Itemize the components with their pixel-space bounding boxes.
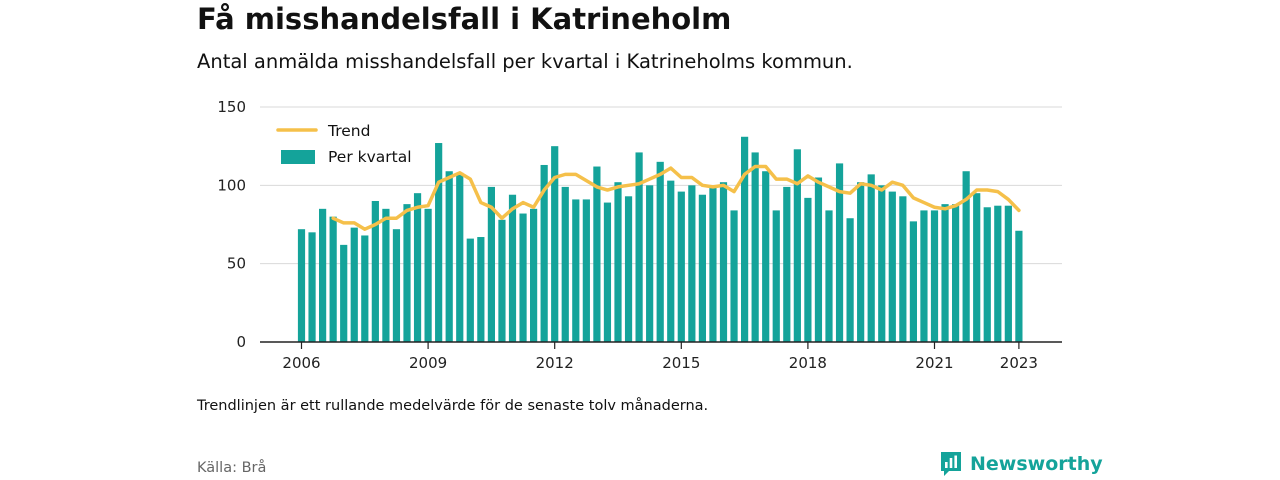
bar [867, 174, 875, 342]
y-tick-label: 50 [227, 255, 246, 273]
x-axis-ticks: 2006 2009 2012 2015 2018 2021 2023 [282, 342, 1038, 372]
bar [392, 229, 401, 342]
bar [983, 207, 991, 342]
chart-title: Få misshandelsfall i Katrineholm [197, 2, 732, 36]
brand-logo[interactable]: Newsworthy [939, 451, 1103, 477]
bar [624, 196, 633, 342]
bar [319, 208, 327, 342]
bar [445, 171, 453, 342]
source-credit: Källa: Brå [197, 460, 267, 476]
legend-bar-label: Per kvartal [328, 148, 412, 166]
y-tick-label: 100 [217, 176, 246, 194]
legend-trend-label: Trend [327, 122, 370, 140]
bar [762, 171, 770, 342]
bar [846, 218, 854, 342]
x-tick-label: 2023 [1000, 354, 1038, 372]
bar [888, 191, 896, 342]
bar [941, 204, 949, 342]
bar [835, 163, 844, 342]
bar [677, 191, 685, 342]
bar [688, 185, 696, 342]
bar [730, 210, 738, 342]
x-tick-label: 2015 [662, 354, 700, 372]
bar [994, 205, 1002, 342]
bar [413, 193, 422, 342]
bar [477, 237, 485, 342]
bar [361, 235, 369, 342]
bar [709, 185, 717, 342]
bar [1004, 205, 1012, 342]
legend-bar-swatch [281, 150, 315, 164]
bar [329, 216, 337, 342]
bar [698, 194, 706, 342]
bar [751, 152, 759, 342]
bar [603, 202, 612, 342]
bar [297, 229, 306, 342]
bar [793, 149, 801, 342]
bar [508, 194, 517, 342]
bar [551, 146, 559, 342]
bar [593, 166, 601, 342]
bars [297, 136, 1023, 342]
bar [772, 210, 780, 342]
legend: Trend Per kvartal [276, 122, 412, 166]
bar [909, 221, 917, 342]
bar [635, 152, 643, 342]
bar [920, 210, 928, 342]
bar [424, 208, 432, 342]
x-tick-label: 2021 [915, 354, 953, 372]
bar [350, 227, 358, 342]
bar [783, 186, 791, 342]
bar [371, 201, 379, 342]
y-tick-label: 0 [236, 333, 246, 351]
y-axis-ticks: 0 50 100 150 [217, 98, 246, 351]
bar [804, 197, 812, 342]
bar [435, 143, 443, 342]
bar [857, 182, 865, 342]
trend-line [331, 164, 1021, 231]
bar [487, 186, 495, 342]
bar [973, 193, 981, 342]
x-tick-label: 2009 [409, 354, 447, 372]
bar [540, 164, 548, 342]
bar [899, 196, 907, 342]
bar [646, 185, 654, 342]
brand-name: Newsworthy [970, 453, 1103, 475]
bar [878, 185, 886, 342]
bar [519, 213, 527, 342]
bar [1015, 230, 1023, 342]
bar [382, 208, 390, 342]
bar [466, 238, 474, 342]
bar-chart-speech-bubble-icon [941, 452, 961, 476]
bar [498, 219, 506, 342]
bar [456, 172, 464, 342]
footnote: Trendlinjen är ett rullande medelvärde f… [197, 398, 709, 414]
bar [572, 199, 580, 342]
bar [667, 180, 675, 342]
bar [561, 186, 569, 342]
bar [614, 182, 622, 342]
bar [403, 204, 411, 342]
chart: 0 50 100 150 2006 2009 2012 2015 2018 2021 2023 T… [217, 98, 1062, 372]
bar [952, 204, 960, 342]
bar [825, 210, 833, 342]
bar [741, 136, 749, 342]
bar [530, 208, 538, 342]
x-tick-label: 2012 [536, 354, 574, 372]
bar [814, 177, 823, 342]
bar [582, 199, 590, 342]
bar [656, 161, 664, 342]
bar [308, 232, 316, 342]
bar [962, 171, 970, 342]
bar [340, 244, 348, 342]
x-tick-label: 2006 [282, 354, 320, 372]
x-tick-label: 2018 [789, 354, 827, 372]
bar [930, 210, 939, 342]
chart-subtitle: Antal anmälda misshandelsfall per kvarta… [197, 50, 853, 73]
y-tick-label: 150 [217, 98, 246, 116]
bar [719, 182, 728, 342]
